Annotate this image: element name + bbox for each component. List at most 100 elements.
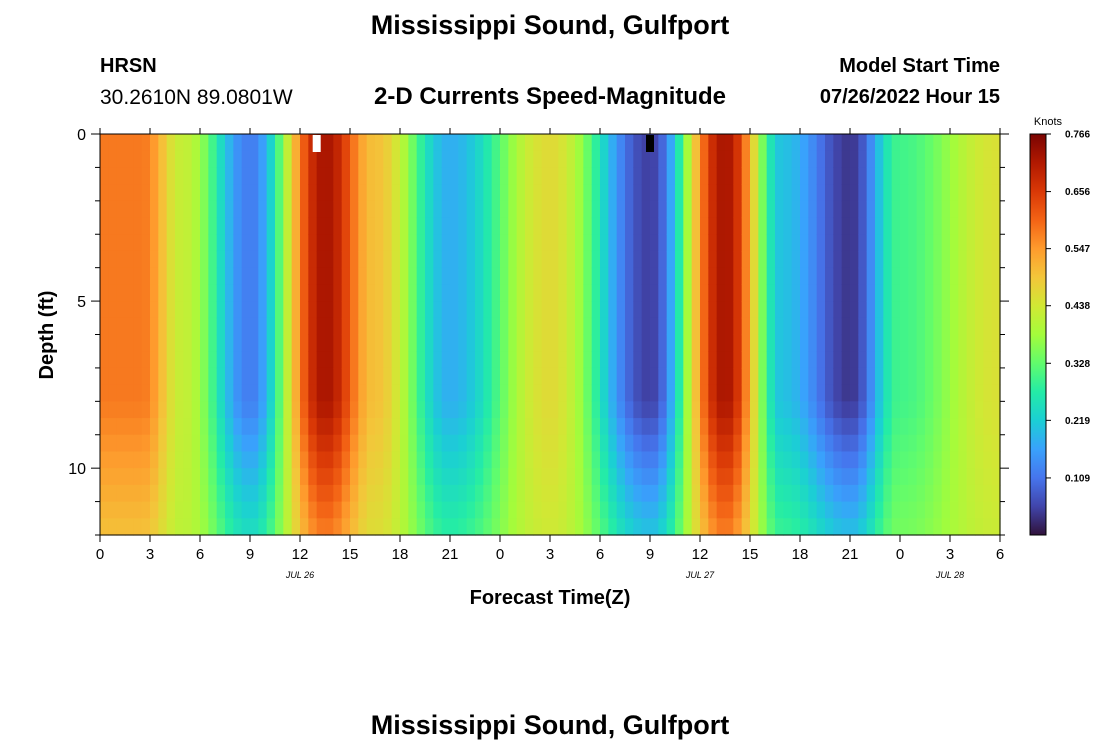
heatmap-cell bbox=[375, 484, 384, 503]
heatmap-cell bbox=[575, 501, 584, 519]
heatmap-cell bbox=[808, 401, 818, 419]
heatmap-cell bbox=[316, 317, 326, 336]
heatmap-cell bbox=[908, 367, 918, 386]
heatmap-cell bbox=[233, 284, 243, 302]
heatmap-cell bbox=[858, 284, 868, 302]
heatmap-cell bbox=[575, 384, 584, 402]
heatmap-cell bbox=[633, 250, 643, 269]
heatmap-cell bbox=[725, 468, 734, 486]
heatmap-cell bbox=[866, 301, 876, 319]
heatmap-cell bbox=[575, 317, 584, 336]
heatmap-cell bbox=[933, 134, 943, 152]
heatmap-cell bbox=[625, 351, 634, 369]
heatmap-cell bbox=[483, 250, 493, 269]
heatmap-cell bbox=[908, 468, 918, 486]
heatmap-cell bbox=[641, 351, 651, 369]
heatmap-cell bbox=[500, 384, 509, 402]
heatmap-cell bbox=[350, 167, 359, 185]
heatmap-cell bbox=[700, 351, 709, 369]
heatmap-cell bbox=[875, 367, 884, 386]
heatmap-cell bbox=[825, 434, 834, 453]
heatmap-cell bbox=[683, 134, 693, 152]
heatmap-cell bbox=[491, 434, 501, 453]
heatmap-cell bbox=[483, 451, 493, 469]
heatmap-cell bbox=[150, 184, 159, 202]
heatmap-cell bbox=[683, 418, 693, 436]
heatmap-cell bbox=[941, 267, 951, 285]
heatmap-cell bbox=[441, 134, 451, 152]
heatmap-cell bbox=[800, 200, 809, 219]
heatmap-cell bbox=[833, 384, 843, 402]
heatmap-cell bbox=[366, 217, 376, 235]
heatmap-cell bbox=[566, 167, 576, 185]
heatmap-cell bbox=[175, 434, 184, 453]
heatmap-cell bbox=[258, 434, 268, 453]
heatmap-cell bbox=[716, 284, 726, 302]
heatmap-cell bbox=[716, 217, 726, 235]
heatmap-cell bbox=[841, 501, 851, 519]
heatmap-cell bbox=[666, 384, 676, 402]
heatmap-cell bbox=[425, 367, 434, 386]
heatmap-cell bbox=[233, 434, 243, 453]
heatmap-cell bbox=[833, 134, 843, 152]
heatmap-cell bbox=[683, 217, 693, 235]
heatmap-cell bbox=[475, 150, 484, 169]
heatmap-cell bbox=[358, 518, 368, 536]
heatmap-cell bbox=[516, 401, 526, 419]
heatmap-cell bbox=[841, 250, 851, 269]
heatmap-cell bbox=[966, 217, 976, 235]
heatmap-cell bbox=[316, 351, 326, 369]
heatmap-cell bbox=[608, 284, 618, 302]
heatmap-cell bbox=[441, 434, 451, 453]
heatmap-cell bbox=[858, 367, 868, 386]
heatmap-cell bbox=[750, 418, 759, 436]
heatmap-cell bbox=[950, 217, 959, 235]
heatmap-cell bbox=[733, 384, 743, 402]
heatmap-cell bbox=[675, 234, 684, 252]
heatmap-cell bbox=[141, 384, 151, 402]
heatmap-cell bbox=[158, 334, 168, 352]
heatmap-cell bbox=[400, 250, 409, 269]
heatmap-cell bbox=[316, 384, 326, 402]
heatmap-cell bbox=[558, 134, 568, 152]
heatmap-cell bbox=[266, 234, 276, 252]
heatmap-cell bbox=[308, 267, 318, 285]
heatmap-cell bbox=[508, 384, 518, 402]
heatmap-cell bbox=[850, 184, 859, 202]
heatmap-cell bbox=[375, 267, 384, 285]
heatmap-cell bbox=[975, 150, 984, 169]
heatmap-cell bbox=[216, 217, 226, 235]
heatmap-cell bbox=[808, 334, 818, 352]
heatmap-cell bbox=[633, 284, 643, 302]
heatmap-cell bbox=[100, 367, 109, 386]
heatmap-cell bbox=[158, 317, 168, 336]
heatmap-cell bbox=[250, 234, 259, 252]
heatmap-cell bbox=[858, 217, 868, 235]
heatmap-cell bbox=[183, 317, 193, 336]
heatmap-cell bbox=[233, 501, 243, 519]
heatmap-cell bbox=[733, 367, 743, 386]
heatmap-cell bbox=[575, 301, 584, 319]
heatmap-cell bbox=[841, 301, 851, 319]
heatmap-cell bbox=[416, 217, 426, 235]
heatmap-cell bbox=[525, 150, 534, 169]
heatmap-cell bbox=[633, 134, 643, 152]
heatmap-cell bbox=[625, 184, 634, 202]
heatmap-cell bbox=[858, 301, 868, 319]
heatmap-cell bbox=[800, 334, 809, 352]
heatmap-cell bbox=[558, 267, 568, 285]
heatmap-cell bbox=[941, 317, 951, 336]
heatmap-cell bbox=[558, 434, 568, 453]
heatmap-cell bbox=[425, 384, 434, 402]
heatmap-cell bbox=[541, 184, 551, 202]
heatmap-cell bbox=[133, 501, 143, 519]
heatmap-cell bbox=[166, 434, 176, 453]
heatmap-cell bbox=[208, 167, 218, 185]
heatmap-cell bbox=[625, 267, 634, 285]
heatmap-cell bbox=[850, 217, 859, 235]
heatmap-cell bbox=[883, 468, 893, 486]
heatmap-cell bbox=[791, 167, 801, 185]
heatmap-cell bbox=[666, 334, 676, 352]
heatmap-cell bbox=[700, 317, 709, 336]
heatmap-cell bbox=[225, 301, 234, 319]
